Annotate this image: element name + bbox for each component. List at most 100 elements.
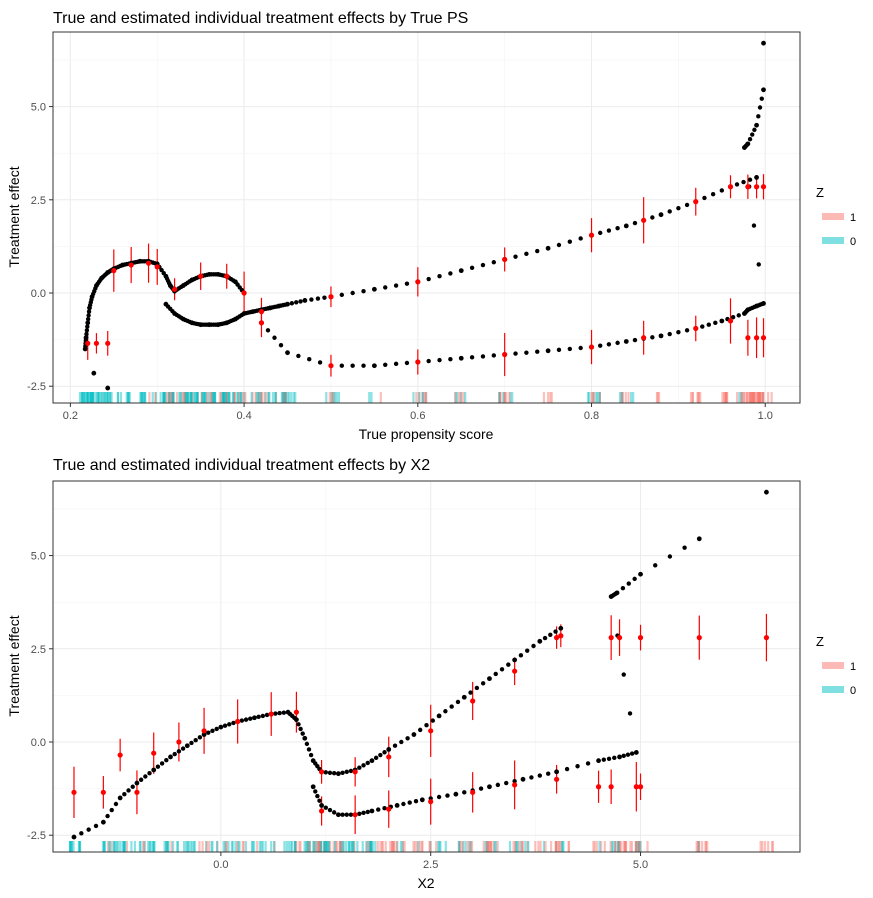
true-effect-point	[309, 297, 314, 302]
rug-tick-treated	[198, 841, 201, 852]
true-effect-point	[369, 758, 375, 764]
true-effect-point	[168, 754, 173, 760]
rug-tick-control	[96, 392, 99, 403]
rug-tick-treated	[655, 392, 659, 403]
true-effect-point	[350, 290, 355, 296]
rug-tick-control	[69, 841, 72, 852]
rug-tick-treated	[225, 392, 228, 403]
rug-tick-control	[149, 841, 152, 852]
true-effect-point	[615, 340, 620, 346]
true-effect-point	[411, 732, 417, 737]
rug-tick-control	[201, 392, 204, 403]
rug-tick-treated	[379, 841, 382, 852]
rug-tick-control	[368, 392, 371, 403]
rug-tick-control	[258, 392, 261, 403]
marks	[71, 489, 770, 840]
rug-tick-control	[122, 841, 125, 852]
rug-tick-treated	[499, 392, 502, 403]
rug-tick-control	[152, 841, 155, 852]
rug-tick-control	[90, 392, 93, 403]
rug-tick-control	[345, 841, 348, 852]
rug-tick-control	[141, 392, 144, 403]
rug-tick-control	[486, 841, 489, 852]
x-tick-label: 0.6	[410, 410, 425, 422]
true-effect-point	[491, 260, 497, 265]
rug-tick-control	[630, 392, 633, 403]
true-effect-point	[632, 337, 638, 343]
estimated-effect-point	[415, 359, 421, 365]
rug-tick-treated	[755, 392, 759, 403]
true-effect-point	[227, 722, 232, 727]
true-effect-point	[71, 834, 77, 840]
rug-tick-control	[207, 392, 210, 403]
rug-tick-control	[213, 392, 217, 403]
rug-tick-control	[212, 392, 216, 403]
rug-tick-control	[125, 392, 128, 403]
rug-tick-control	[89, 392, 93, 403]
rug-tick-control	[257, 392, 260, 403]
rug-tick-control	[167, 841, 170, 852]
legend: Z 1 0	[816, 634, 856, 697]
rug-tick-treated	[554, 841, 557, 852]
true-effect-point	[323, 805, 328, 810]
rug-tick-control	[586, 392, 590, 403]
rug-tick-treated	[697, 392, 700, 403]
rug-tick-control	[222, 392, 225, 403]
rug-tick-control	[70, 841, 74, 852]
rug-tick-treated	[591, 392, 594, 403]
rug-tick-control	[185, 392, 188, 403]
estimated-effect-point	[318, 769, 325, 775]
true-effect-point	[327, 807, 333, 813]
rug-tick-treated	[599, 841, 603, 852]
true-effect-point	[558, 625, 564, 631]
rug-tick-control	[153, 841, 156, 852]
true-effect-point	[524, 350, 529, 355]
true-effect-point	[164, 757, 169, 763]
true-effect-point	[650, 335, 655, 340]
rug-tick-treated	[225, 841, 228, 852]
true-effect-point	[424, 723, 429, 728]
rug-tick-control	[180, 392, 183, 403]
rug-tick-treated	[544, 841, 547, 852]
estimated-effect-point	[258, 320, 265, 326]
rug-tick-control	[399, 841, 403, 852]
true-effect-point	[285, 301, 290, 307]
estimated-effect-point	[201, 728, 207, 734]
rug-tick-control	[236, 392, 239, 403]
estimated-effect-point	[428, 799, 434, 805]
rug-tick-treated	[761, 841, 764, 852]
rug-tick-control	[458, 841, 461, 852]
rug-tick-control	[169, 392, 172, 403]
rug-tick-control	[78, 841, 81, 852]
rug-tick-control	[462, 841, 465, 852]
rug-tick-treated	[282, 392, 285, 403]
true-effect-point	[382, 750, 387, 755]
rug-tick-treated	[567, 841, 570, 852]
true-effect-point	[85, 320, 91, 326]
true-effect-point	[300, 731, 305, 736]
true-effect-point	[629, 751, 635, 756]
rug-tick-treated	[555, 841, 558, 852]
rug-tick-treated	[154, 392, 157, 403]
rug-tick-treated	[470, 841, 474, 852]
estimated-effect-point	[328, 363, 334, 369]
rug-tick-treated	[767, 392, 770, 403]
rug-tick-control	[274, 392, 277, 403]
rug-tick-treated	[207, 841, 211, 852]
rug-tick-control	[285, 841, 288, 852]
legend-key-control	[822, 237, 844, 244]
rug-tick-treated	[549, 392, 552, 403]
rug-tick-treated	[225, 392, 228, 403]
chart-title: True and estimated individual treatment …	[53, 10, 468, 27]
rug-tick-treated	[487, 841, 490, 852]
rug-tick-treated	[182, 392, 185, 403]
rug-tick-control	[192, 841, 196, 852]
rug-tick-control	[232, 392, 235, 403]
true-effect-point	[350, 363, 355, 368]
true-effect-point	[512, 778, 517, 784]
rug-tick-control	[69, 841, 72, 852]
rug-tick-control	[273, 841, 276, 852]
rug-tick-control	[464, 392, 467, 403]
rug-tick-treated	[418, 392, 421, 403]
true-effect-point	[480, 354, 486, 359]
